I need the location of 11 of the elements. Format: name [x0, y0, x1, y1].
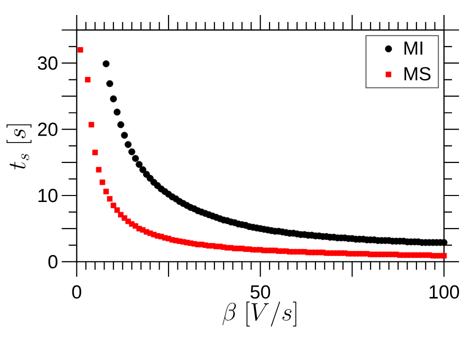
y-axis-title: $t_s\ [s]$	[6, 124, 32, 170]
y-tick-label: 20	[38, 122, 58, 136]
x-tick-label: 0	[72, 285, 82, 299]
legend-label: MS	[404, 67, 430, 80]
y-tick-label: 10	[38, 188, 58, 202]
x-tick-label: 100	[430, 285, 460, 299]
y-tick-label: 30	[38, 56, 58, 70]
x-axis-title: $\beta\ [V/s]$	[222, 302, 296, 326]
x-tick-label: 50	[250, 285, 270, 299]
y-tick-label: 0	[48, 254, 58, 268]
legend-label: MI	[404, 42, 422, 55]
